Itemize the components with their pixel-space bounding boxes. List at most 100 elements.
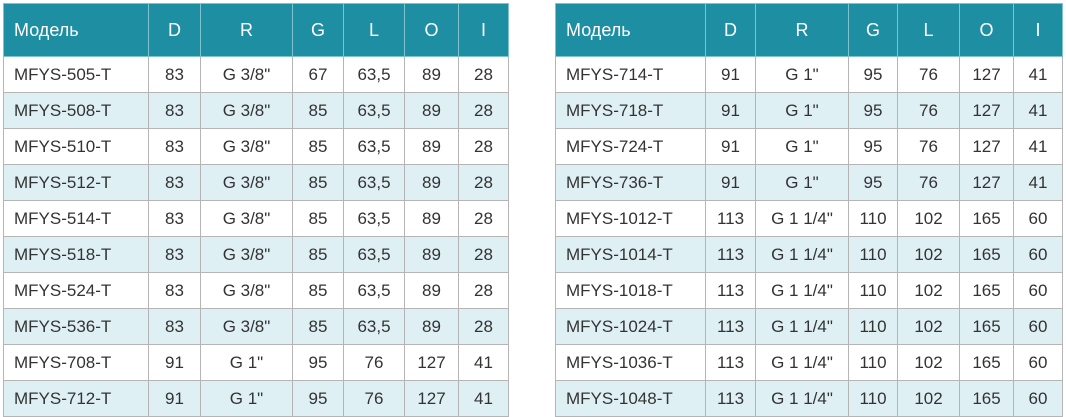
table-cell: G 3/8"	[200, 164, 293, 201]
table-row: MFYS-714-T 91 G 1" 95 76 127 41	[555, 56, 1063, 93]
table-cell: 110	[848, 344, 898, 381]
table-cell: G 1"	[755, 92, 849, 129]
table-row: MFYS-524-T 83 G 3/8" 85 63,5 89 28	[3, 272, 509, 309]
table-row: MFYS-514-T 83 G 3/8" 85 63,5 89 28	[3, 200, 509, 237]
table-cell: 127	[959, 128, 1014, 165]
header-cell: D	[705, 3, 756, 57]
table-cell: MFYS-1014-T	[555, 236, 706, 273]
table-cell: 63,5	[343, 200, 405, 237]
table-cell: 110	[848, 236, 898, 273]
table-cell: G 1"	[755, 164, 849, 201]
table-cell: 89	[404, 236, 459, 273]
table-row: MFYS-1024-T 113 G 1 1/4" 110 102 165 60	[555, 308, 1063, 345]
table-cell: 102	[897, 308, 960, 345]
table-cell: G 1"	[200, 380, 293, 417]
table-cell: G 3/8"	[200, 92, 293, 129]
table-cell: 110	[848, 308, 898, 345]
table-header: Модель D R G L O I	[3, 3, 509, 57]
table-cell: MFYS-724-T	[555, 128, 706, 165]
table-cell: 91	[705, 128, 756, 165]
table-row: MFYS-1012-T 113 G 1 1/4" 110 102 165 60	[555, 200, 1063, 237]
table-cell: 28	[458, 92, 509, 129]
header-row: Модель D R G L O I	[555, 3, 1063, 57]
table-body: MFYS-714-T 91 G 1" 95 76 127 41 MFYS-718-T 91 G 1…	[555, 56, 1063, 417]
table-row: MFYS-718-T 91 G 1" 95 76 127 41	[555, 92, 1063, 129]
table-cell: 95	[848, 128, 898, 165]
header-cell: D	[148, 3, 201, 57]
header-cell: O	[959, 3, 1014, 57]
table-cell: MFYS-1036-T	[555, 344, 706, 381]
table-cell: 89	[404, 128, 459, 165]
table-cell: 165	[959, 308, 1014, 345]
table-cell: G 1 1/4"	[755, 344, 849, 381]
table-cell: 127	[959, 92, 1014, 129]
table-row: MFYS-510-T 83 G 3/8" 85 63,5 89 28	[3, 128, 509, 165]
header-cell: G	[848, 3, 898, 57]
table-cell: MFYS-524-T	[3, 272, 149, 309]
table-cell: 91	[148, 380, 201, 417]
header-cell: R	[755, 3, 849, 57]
table-cell: 76	[343, 380, 405, 417]
table-cell: 85	[292, 164, 344, 201]
table-cell: MFYS-510-T	[3, 128, 149, 165]
header-cell: O	[404, 3, 459, 57]
table-cell: 83	[148, 164, 201, 201]
table-cell: 41	[1013, 56, 1063, 93]
table-cell: 41	[1013, 164, 1063, 201]
table-row: MFYS-1036-T 113 G 1 1/4" 110 102 165 60	[555, 344, 1063, 381]
table-cell: 83	[148, 92, 201, 129]
header-cell: L	[343, 3, 405, 57]
table-cell: 63,5	[343, 236, 405, 273]
table-cell: MFYS-518-T	[3, 236, 149, 273]
table-cell: 85	[292, 272, 344, 309]
table-cell: 91	[705, 164, 756, 201]
header-cell: I	[1013, 3, 1063, 57]
table-row: MFYS-712-T 91 G 1" 95 76 127 41	[3, 380, 509, 417]
table-cell: G 1 1/4"	[755, 308, 849, 345]
table-cell: 89	[404, 92, 459, 129]
table-cell: 165	[959, 200, 1014, 237]
table-cell: 60	[1013, 308, 1063, 345]
table-cell: 165	[959, 344, 1014, 381]
table-row: MFYS-1018-T 113 G 1 1/4" 110 102 165 60	[555, 272, 1063, 309]
table-cell: 63,5	[343, 164, 405, 201]
table-cell: 76	[897, 164, 960, 201]
table-cell: MFYS-505-T	[3, 56, 149, 93]
table-cell: 60	[1013, 380, 1063, 417]
table-cell: 28	[458, 236, 509, 273]
table-cell: 113	[705, 308, 756, 345]
header-cell: R	[200, 3, 293, 57]
table-cell: 127	[959, 56, 1014, 93]
table-cell: G 1 1/4"	[755, 200, 849, 237]
table-cell: 95	[292, 380, 344, 417]
table-cell: 165	[959, 236, 1014, 273]
table-cell: MFYS-1048-T	[555, 380, 706, 417]
table-cell: 83	[148, 56, 201, 93]
table-cell: 127	[404, 380, 459, 417]
table-cell: MFYS-514-T	[3, 200, 149, 237]
table-cell: 89	[404, 164, 459, 201]
table-cell: 102	[897, 344, 960, 381]
table-cell: 165	[959, 272, 1014, 309]
table-cell: 85	[292, 200, 344, 237]
table-cell: G 1"	[755, 56, 849, 93]
table-cell: 102	[897, 200, 960, 237]
table-cell: 41	[458, 344, 509, 381]
table-cell: 113	[705, 200, 756, 237]
table-cell: MFYS-708-T	[3, 344, 149, 381]
header-cell: Модель	[555, 3, 706, 57]
table-cell: 89	[404, 200, 459, 237]
table-cell: 60	[1013, 236, 1063, 273]
table-cell: 89	[404, 308, 459, 345]
table-cell: 63,5	[343, 128, 405, 165]
header-cell: L	[897, 3, 960, 57]
table-cell: 85	[292, 128, 344, 165]
table-cell: G 1 1/4"	[755, 272, 849, 309]
table-cell: 63,5	[343, 308, 405, 345]
table-cell: 76	[897, 128, 960, 165]
table-row: MFYS-724-T 91 G 1" 95 76 127 41	[555, 128, 1063, 165]
table-cell: 28	[458, 308, 509, 345]
table-cell: MFYS-1024-T	[555, 308, 706, 345]
table-cell: MFYS-712-T	[3, 380, 149, 417]
